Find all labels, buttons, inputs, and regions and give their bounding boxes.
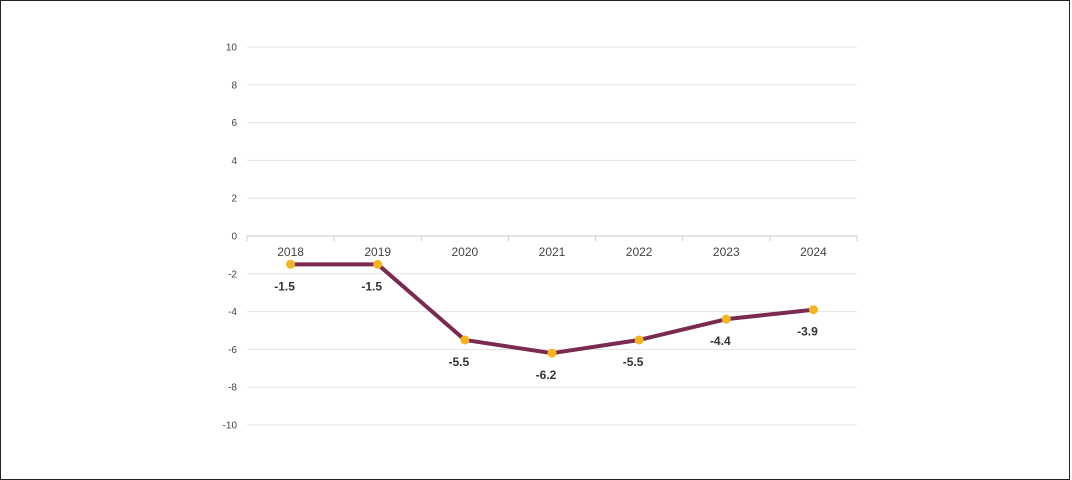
y-tick-label: -8 xyxy=(228,383,237,394)
x-tick-label: 2021 xyxy=(539,245,566,259)
data-label: -1.5 xyxy=(361,279,382,293)
y-tick-label: 0 xyxy=(231,232,237,243)
y-tick-label: 2 xyxy=(231,194,237,205)
x-tick-label: 2024 xyxy=(800,245,827,259)
y-tick-label: 10 xyxy=(226,43,238,54)
data-label: -5.5 xyxy=(623,355,644,369)
y-tick-label: -4 xyxy=(228,307,237,318)
x-tick-label: 2022 xyxy=(626,245,653,259)
y-tick-label: 8 xyxy=(231,80,237,91)
y-tick-label: 4 xyxy=(231,156,237,167)
y-tick-label: -6 xyxy=(228,345,237,356)
gridlines xyxy=(247,46,857,426)
data-point xyxy=(634,335,644,345)
data-point xyxy=(547,348,557,358)
y-tick-label: -10 xyxy=(223,421,238,432)
data-label: -1.5 xyxy=(274,279,295,293)
data-label: -3.9 xyxy=(797,325,818,339)
data-point xyxy=(460,335,470,345)
series xyxy=(286,259,818,358)
y-tick-label: 6 xyxy=(231,118,237,129)
x-tick-label: 2018 xyxy=(277,245,304,259)
x-tick-label: 2023 xyxy=(713,245,740,259)
data-label: -5.5 xyxy=(449,355,470,369)
y-axis-ticks: 10 8 6 4 2 0 -2 -4 -6 -8 -10 xyxy=(223,43,238,432)
x-axis: 2018 2019 2020 2021 2022 2023 2024 xyxy=(246,235,858,259)
series-line xyxy=(288,262,816,356)
data-labels: -1.5 -1.5 -5.5 -6.2 -5.5 -4.4 -3.9 xyxy=(274,279,818,382)
y-tick-label: -2 xyxy=(228,269,237,280)
data-point xyxy=(373,259,383,269)
data-label: -6.2 xyxy=(536,368,557,382)
data-point xyxy=(721,314,731,324)
x-tick-label: 2019 xyxy=(364,245,391,259)
data-point xyxy=(808,305,818,315)
data-label: -4.4 xyxy=(710,334,731,348)
data-point xyxy=(286,259,296,269)
x-tick-label: 2020 xyxy=(452,245,479,259)
